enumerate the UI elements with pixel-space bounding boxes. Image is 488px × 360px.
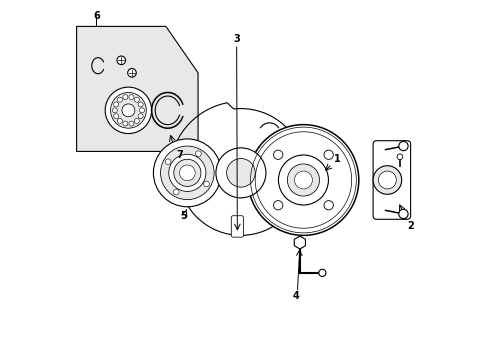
Circle shape — [295, 238, 304, 247]
Circle shape — [396, 154, 402, 159]
Circle shape — [105, 87, 151, 134]
Circle shape — [117, 56, 125, 64]
Circle shape — [287, 164, 319, 196]
Circle shape — [179, 165, 195, 181]
Circle shape — [113, 102, 119, 107]
Circle shape — [378, 171, 395, 189]
Circle shape — [168, 154, 205, 192]
Circle shape — [195, 151, 201, 157]
Text: 2: 2 — [407, 221, 413, 231]
Circle shape — [203, 181, 209, 187]
Circle shape — [122, 104, 135, 117]
Text: 4: 4 — [292, 291, 299, 301]
Circle shape — [138, 102, 143, 107]
Circle shape — [110, 93, 146, 128]
Polygon shape — [77, 26, 198, 152]
Circle shape — [112, 108, 117, 113]
Circle shape — [278, 155, 328, 205]
Circle shape — [129, 95, 134, 100]
Circle shape — [127, 68, 136, 77]
Text: 3: 3 — [233, 34, 240, 44]
Circle shape — [216, 148, 265, 198]
Circle shape — [294, 171, 312, 189]
Circle shape — [165, 159, 171, 165]
Circle shape — [324, 201, 333, 210]
Circle shape — [160, 146, 214, 200]
Circle shape — [138, 114, 143, 119]
Circle shape — [273, 201, 282, 210]
Circle shape — [122, 121, 128, 126]
Circle shape — [324, 150, 333, 159]
Text: 6: 6 — [93, 11, 100, 21]
Circle shape — [318, 269, 325, 276]
Circle shape — [117, 97, 122, 102]
Circle shape — [247, 125, 358, 235]
Circle shape — [153, 139, 221, 207]
Circle shape — [117, 118, 122, 123]
FancyBboxPatch shape — [231, 216, 243, 237]
Circle shape — [129, 121, 134, 126]
Circle shape — [273, 150, 282, 159]
Circle shape — [398, 141, 407, 151]
FancyBboxPatch shape — [372, 141, 410, 219]
Text: 5: 5 — [180, 211, 187, 221]
Circle shape — [173, 159, 201, 186]
Circle shape — [173, 189, 179, 195]
Circle shape — [134, 118, 139, 123]
Circle shape — [122, 95, 128, 100]
Text: 1: 1 — [333, 154, 340, 163]
Circle shape — [226, 158, 255, 187]
Circle shape — [398, 209, 407, 219]
Text: 7: 7 — [177, 150, 183, 160]
Circle shape — [372, 166, 401, 194]
Circle shape — [113, 114, 119, 119]
Circle shape — [139, 108, 144, 113]
Circle shape — [134, 97, 139, 102]
